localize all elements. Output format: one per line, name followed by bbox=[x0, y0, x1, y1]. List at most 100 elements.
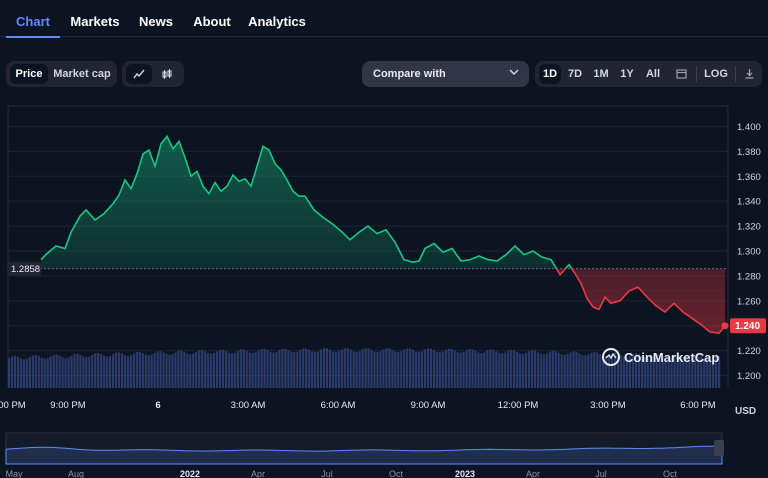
volume-bar bbox=[661, 356, 664, 388]
volume-bar bbox=[634, 353, 638, 388]
navigator-label: Aug bbox=[68, 469, 84, 478]
volume-bar bbox=[602, 355, 605, 388]
volume-bar bbox=[596, 352, 599, 388]
volume-bar bbox=[40, 357, 43, 388]
volume-bar bbox=[691, 357, 694, 388]
volume-bar bbox=[685, 358, 688, 388]
tab-about[interactable]: About bbox=[193, 14, 231, 29]
price-line-up bbox=[40, 134, 573, 269]
volume-bar bbox=[126, 355, 130, 388]
x-tick-label: 3:00 PM bbox=[590, 400, 625, 411]
volume-bar bbox=[120, 353, 124, 388]
tab-chart[interactable]: Chart bbox=[6, 0, 60, 38]
volume-bar bbox=[364, 348, 367, 388]
volume-bar bbox=[599, 354, 602, 388]
range-1d-button[interactable]: 1D bbox=[539, 64, 561, 84]
y-tick-label: 1.360 bbox=[737, 172, 761, 183]
volume-bar bbox=[697, 355, 700, 388]
volume-bar bbox=[19, 358, 23, 388]
volume-bar bbox=[649, 356, 652, 388]
volume-bar bbox=[189, 354, 192, 388]
download-button[interactable] bbox=[739, 64, 759, 84]
volume-bar bbox=[429, 348, 433, 388]
navigator-label: Apr bbox=[251, 469, 265, 478]
volume-bar bbox=[524, 352, 528, 388]
navigator-label: Apr bbox=[526, 469, 540, 478]
volume-bar bbox=[539, 353, 542, 388]
volume-bar bbox=[715, 356, 718, 388]
volume-bar bbox=[569, 352, 572, 388]
tab-news[interactable]: News bbox=[139, 14, 173, 29]
log-scale-button[interactable]: LOG bbox=[704, 68, 728, 80]
volume-bar bbox=[230, 353, 234, 388]
range-1m-button[interactable]: 1M bbox=[593, 68, 609, 80]
volume-bar bbox=[313, 352, 317, 388]
tab-analytics[interactable]: Analytics bbox=[248, 14, 306, 29]
volume-bar bbox=[394, 351, 397, 388]
volume-bar bbox=[388, 348, 391, 388]
volume-bar bbox=[501, 353, 504, 388]
volume-bar bbox=[337, 351, 340, 388]
tab-markets[interactable]: Markets bbox=[70, 14, 120, 29]
compare-with-dropdown[interactable]: Compare with bbox=[362, 61, 529, 87]
currency-label: USD bbox=[735, 406, 756, 417]
x-tick-label: 7:00 PM bbox=[0, 400, 26, 411]
volume-bar bbox=[85, 357, 88, 388]
price-line bbox=[40, 134, 726, 335]
volume-bar bbox=[400, 351, 403, 388]
volume-bar bbox=[245, 350, 248, 388]
volume-bar bbox=[284, 348, 287, 388]
line-chart-icon bbox=[133, 69, 145, 79]
volume-bar bbox=[331, 351, 335, 388]
volume-bar bbox=[471, 349, 474, 388]
volume-bar bbox=[712, 358, 715, 388]
candlestick-button[interactable] bbox=[154, 64, 180, 84]
volume-bar bbox=[43, 358, 46, 388]
line-chart-button[interactable] bbox=[126, 64, 152, 84]
volume-bar bbox=[560, 354, 563, 388]
price-chart[interactable]: 1.400 1.380 1.360 1.340 1.320 1.300 1.280 1.260… bbox=[0, 96, 768, 478]
volume-bar bbox=[210, 353, 213, 388]
navigator-line bbox=[5, 445, 723, 465]
volume-bar bbox=[224, 350, 228, 388]
volume-bar bbox=[334, 352, 337, 388]
calendar-button[interactable] bbox=[671, 64, 691, 84]
volume-bar bbox=[679, 355, 682, 388]
volume-bar bbox=[349, 349, 352, 388]
volume-bar bbox=[447, 348, 450, 388]
y-tick-label: 1.380 bbox=[737, 147, 761, 158]
volume-bar bbox=[207, 352, 210, 388]
volume-bar bbox=[397, 352, 400, 388]
price-area-down bbox=[41, 268, 725, 334]
volume-bar bbox=[450, 348, 453, 388]
x-tick-label: 6:00 PM bbox=[680, 400, 715, 411]
volume-bar bbox=[281, 348, 284, 388]
volume-bar bbox=[694, 356, 697, 388]
coinmarketcap-watermark: CoinMarketCap bbox=[602, 348, 719, 366]
navigator-handle[interactable] bbox=[714, 440, 724, 456]
volume-bar bbox=[328, 349, 332, 388]
volume-bar bbox=[676, 354, 679, 388]
volume-bar bbox=[492, 349, 495, 388]
volume-bars bbox=[8, 348, 721, 388]
volume-bar bbox=[358, 351, 361, 388]
market-cap-button[interactable]: Market cap bbox=[53, 68, 111, 80]
range-7d-button[interactable]: 7D bbox=[567, 68, 583, 80]
volume-bar bbox=[201, 350, 204, 388]
range-all-button[interactable]: All bbox=[645, 68, 661, 80]
volume-bar bbox=[495, 351, 498, 388]
volume-bar bbox=[468, 348, 471, 388]
volume-bar bbox=[667, 358, 670, 388]
volume-bar bbox=[147, 355, 150, 388]
volume-bar bbox=[367, 348, 370, 388]
volume-bar bbox=[700, 355, 703, 388]
coinmarketcap-wordmark: CoinMarketCap bbox=[624, 350, 719, 365]
price-button[interactable]: Price bbox=[10, 64, 48, 84]
toolbar-divider bbox=[735, 66, 736, 82]
volume-bar bbox=[480, 353, 483, 388]
y-tick-label: 1.320 bbox=[737, 222, 761, 233]
range-1y-button[interactable]: 1Y bbox=[620, 68, 634, 80]
price-chart-svg[interactable]: 1.400 1.380 1.360 1.340 1.320 1.300 1.280 1.260… bbox=[0, 96, 768, 478]
volume-bar bbox=[168, 354, 171, 388]
toolbar-divider bbox=[696, 66, 697, 82]
